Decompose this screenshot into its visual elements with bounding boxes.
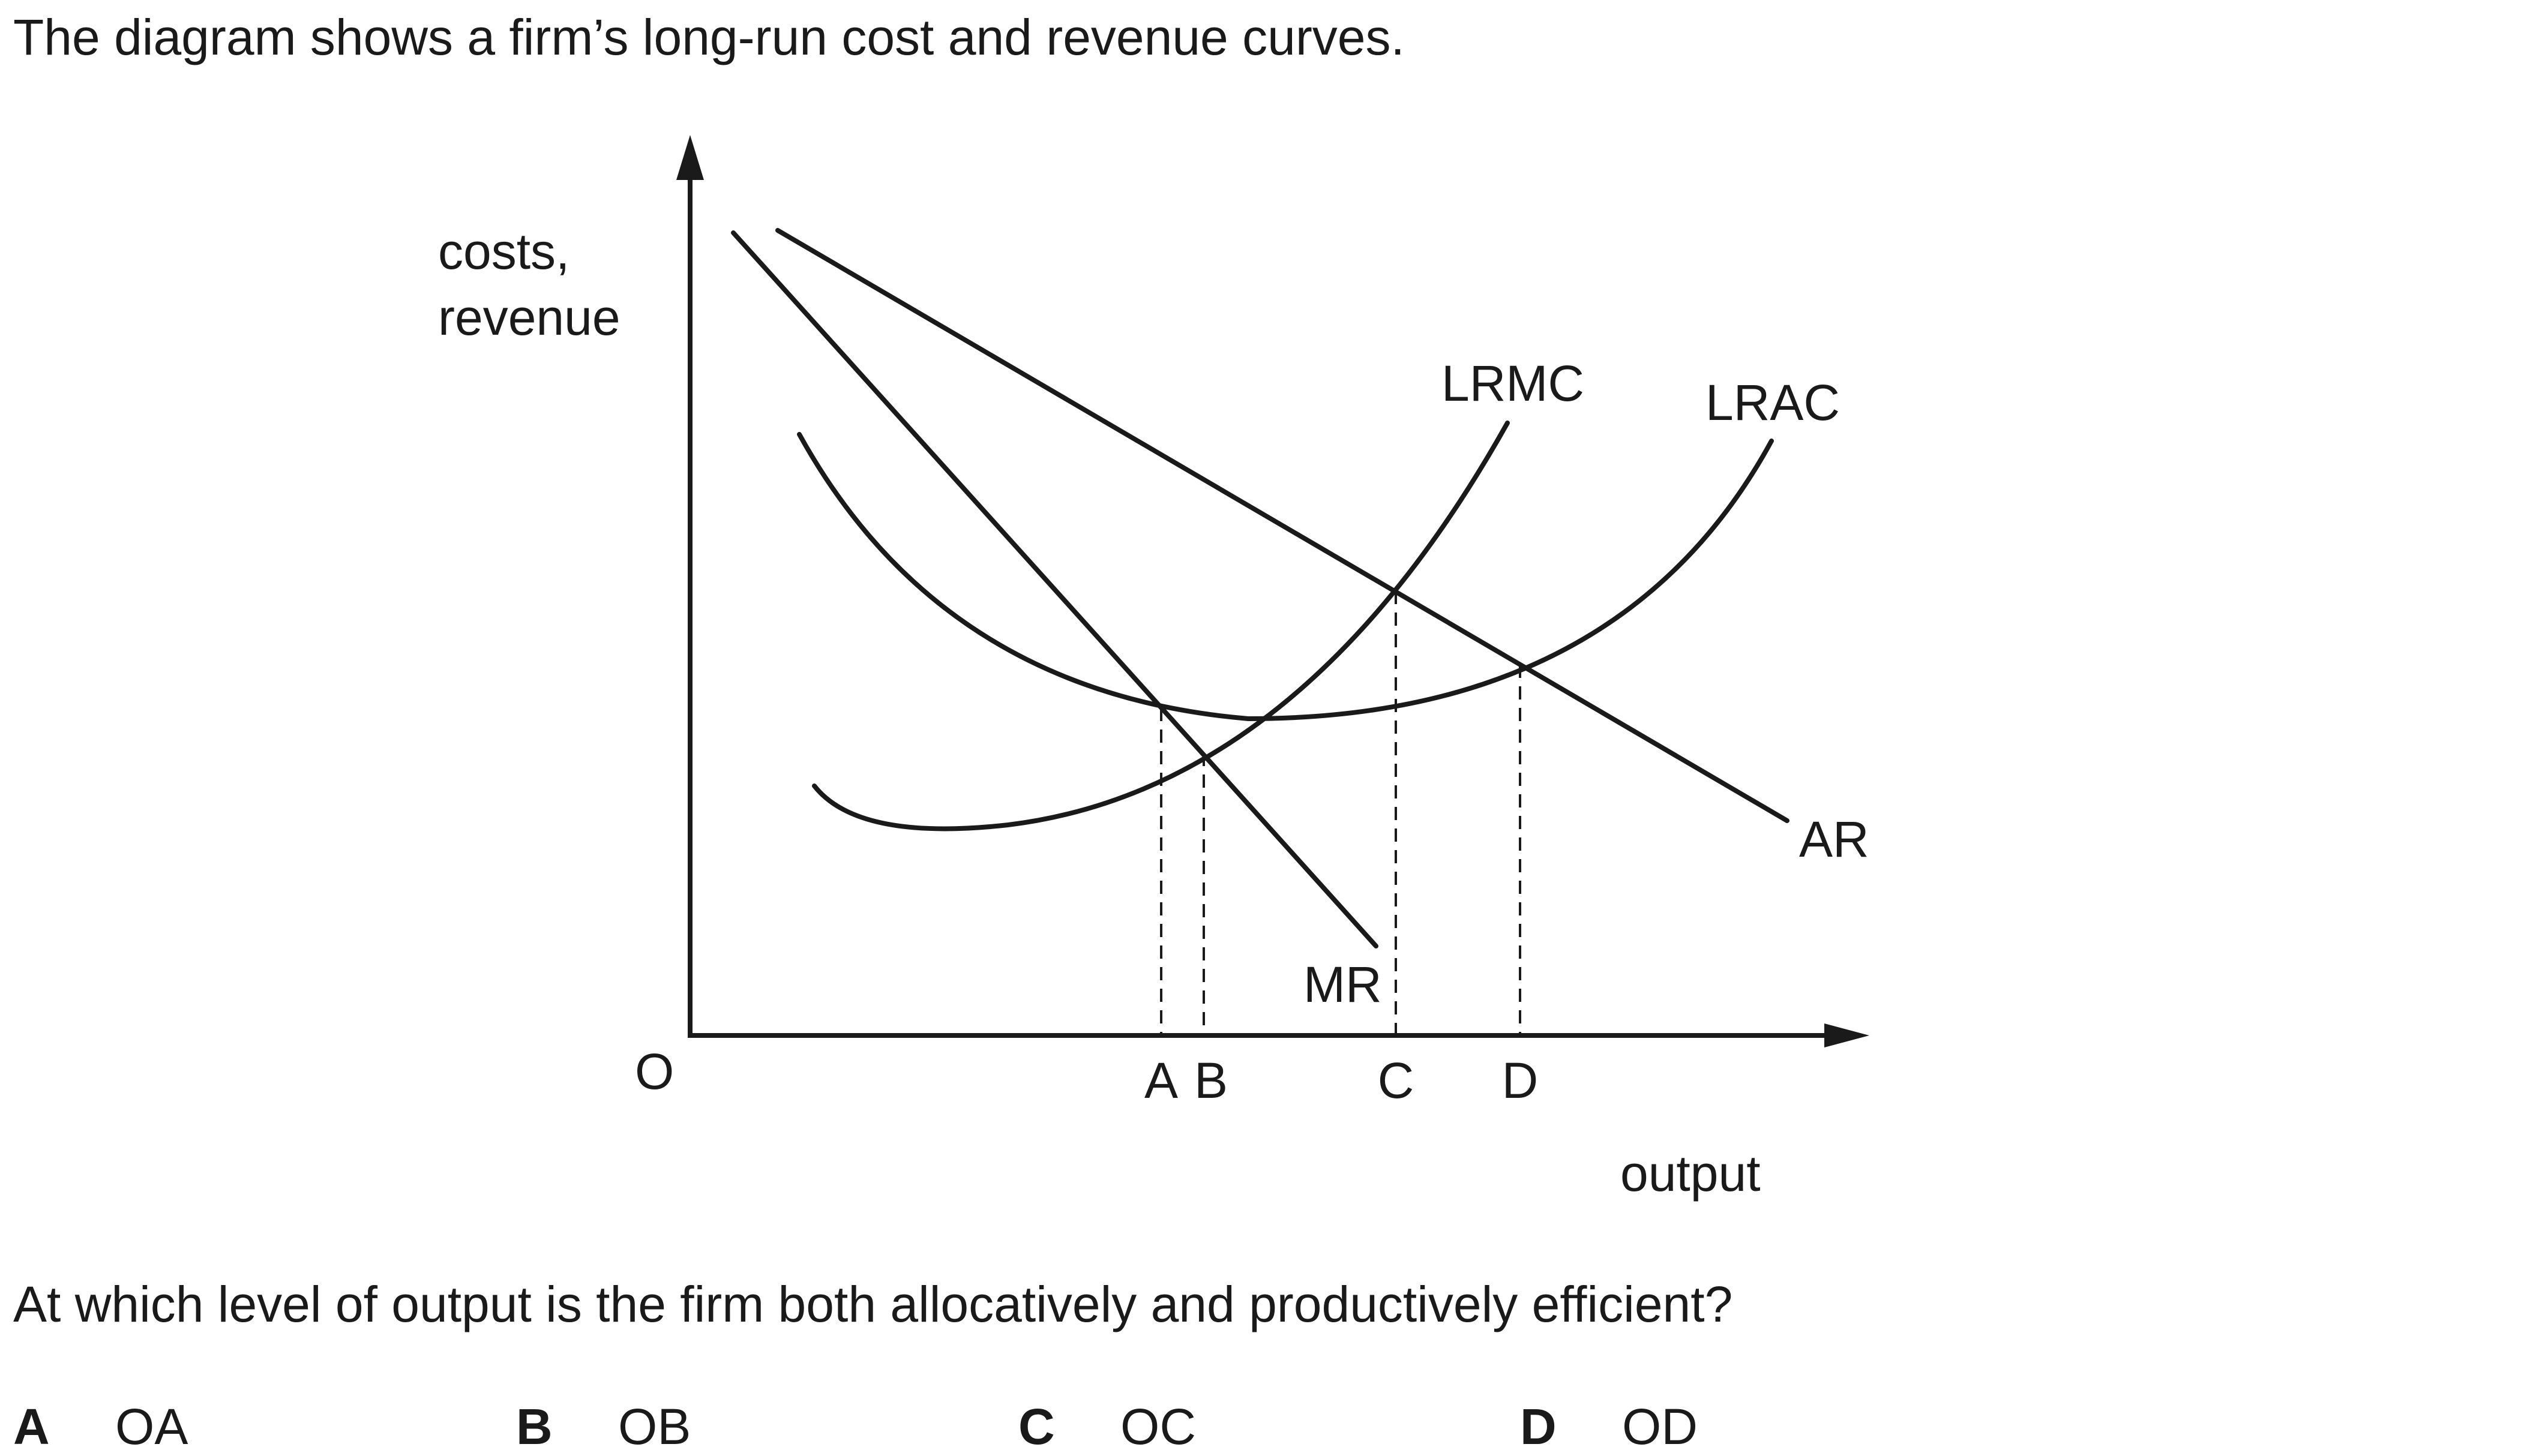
option-d-text: OD <box>1622 1398 1698 1455</box>
option-b-text: OB <box>618 1398 691 1455</box>
option-b[interactable]: B OB <box>516 1398 691 1456</box>
option-a-letter: A <box>13 1398 50 1455</box>
intro-text: The diagram shows a firm’s long-run cost… <box>13 9 1405 65</box>
x-axis-arrowhead <box>1824 1023 1869 1047</box>
lrac-label: LRAC <box>1705 374 1840 431</box>
option-a-text: OA <box>115 1398 188 1455</box>
option-d[interactable]: D OD <box>1520 1398 1698 1456</box>
option-c-text: OC <box>1120 1398 1196 1455</box>
y-axis-label-line1: costs, <box>438 223 569 280</box>
lrmc-curve <box>812 421 1510 831</box>
lrac-curve <box>797 432 1774 722</box>
option-a[interactable]: A OA <box>13 1398 188 1456</box>
option-b-letter: B <box>516 1398 553 1455</box>
question-text: At which level of output is the firm bot… <box>13 1276 1733 1332</box>
mr-curve <box>731 230 1378 948</box>
option-c-letter: C <box>1018 1398 1055 1455</box>
mr-label: MR <box>1303 956 1382 1013</box>
origin-label: O <box>635 1043 674 1100</box>
ar-curve <box>775 228 1789 823</box>
output-marker-d: D <box>1502 1052 1539 1109</box>
option-c[interactable]: C OC <box>1018 1398 1196 1456</box>
output-marker-a: A <box>1144 1052 1178 1109</box>
ar-label: AR <box>1799 811 1869 867</box>
lrmc-label: LRMC <box>1441 355 1584 412</box>
y-axis-arrowhead <box>676 135 704 180</box>
output-marker-b: B <box>1194 1052 1228 1109</box>
y-axis-label-line2: revenue <box>438 289 620 346</box>
option-d-letter: D <box>1520 1398 1557 1455</box>
output-marker-c: C <box>1378 1052 1414 1109</box>
x-axis-label: output <box>1620 1145 1761 1202</box>
